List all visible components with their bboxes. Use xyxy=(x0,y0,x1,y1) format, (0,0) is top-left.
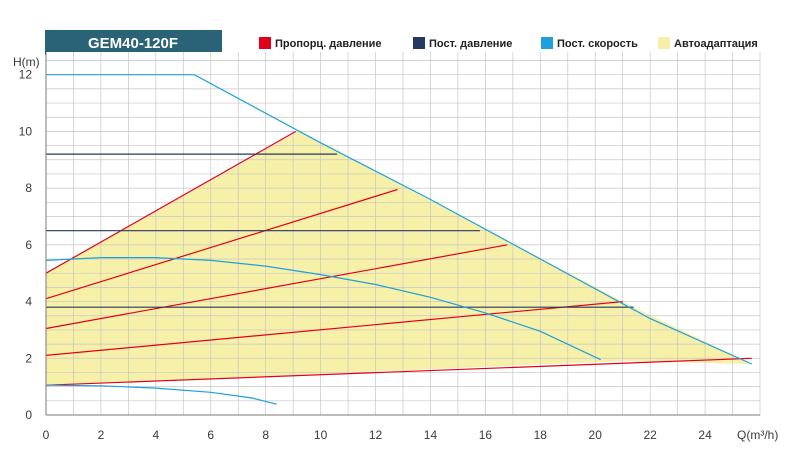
y-tick-label: 4 xyxy=(25,295,32,309)
legend-label: Автоадаптация xyxy=(674,38,758,50)
y-tick-label: 2 xyxy=(25,351,32,365)
y-tick-label: 12 xyxy=(19,68,33,82)
proportional-pressure-line xyxy=(45,130,297,274)
y-tick-label: 10 xyxy=(19,124,33,138)
constant-speed-line xyxy=(46,74,753,365)
series-lines xyxy=(45,74,753,405)
legend-item: Пост. скорость xyxy=(541,37,638,50)
proportional-pressure-line xyxy=(45,301,623,356)
legend-item: Пост. давление xyxy=(413,37,512,50)
grid-lines xyxy=(45,52,761,416)
proportional-pressure-line xyxy=(45,244,508,330)
legend-label: Пост. давление xyxy=(429,38,512,50)
constant-speed-line xyxy=(45,384,277,405)
y-axis-label: H(m) xyxy=(13,55,40,69)
x-tick-label: 24 xyxy=(698,428,712,442)
x-tick-label: 20 xyxy=(589,428,603,442)
y-tick-label: 8 xyxy=(25,181,32,195)
x-tick-label: 6 xyxy=(207,428,214,442)
legend-swatch xyxy=(259,37,271,49)
autoadaptation-area xyxy=(46,131,752,386)
y-tick-label: 6 xyxy=(25,238,32,252)
legend-item: Пропорц. давление xyxy=(259,37,382,50)
chart-title-group: GEM40-120F xyxy=(45,30,222,55)
chart-title-background xyxy=(45,30,222,55)
x-tick-label: 14 xyxy=(424,428,438,442)
x-tick-label: 18 xyxy=(534,428,548,442)
legend-swatch xyxy=(413,37,425,49)
constant-speed-line xyxy=(45,257,601,361)
chart-title: GEM40-120F xyxy=(88,35,178,52)
legend-swatch xyxy=(658,37,670,49)
legend-item: Автоадаптация xyxy=(658,37,758,50)
proportional-pressure-line xyxy=(45,188,398,300)
x-tick-labels: 0 2 4 6 8 10 12 14 16 18 20 22 24 xyxy=(43,428,712,442)
x-tick-label: 0 xyxy=(43,428,50,442)
y-tick-label: 0 xyxy=(25,408,32,422)
plot-area xyxy=(45,52,761,416)
x-tick-label: 2 xyxy=(98,428,105,442)
x-tick-label: 4 xyxy=(153,428,160,442)
x-tick-label: 10 xyxy=(314,428,328,442)
x-tick-label: 12 xyxy=(369,428,383,442)
axes xyxy=(45,52,760,416)
chart-legend: Пропорц. давление Пост. давление Пост. ско… xyxy=(259,37,758,50)
proportional-pressure-line xyxy=(45,357,752,386)
legend-label: Пропорц. давление xyxy=(275,38,382,50)
legend-label: Пост. скорость xyxy=(557,38,638,50)
y-tick-labels: 0 2 4 6 8 10 12 xyxy=(19,68,33,422)
x-tick-label: 8 xyxy=(262,428,269,442)
x-axis-label: Q(m³/h) xyxy=(737,428,778,442)
legend-swatch xyxy=(541,37,553,49)
x-tick-label: 16 xyxy=(479,428,493,442)
x-tick-label: 22 xyxy=(643,428,657,442)
